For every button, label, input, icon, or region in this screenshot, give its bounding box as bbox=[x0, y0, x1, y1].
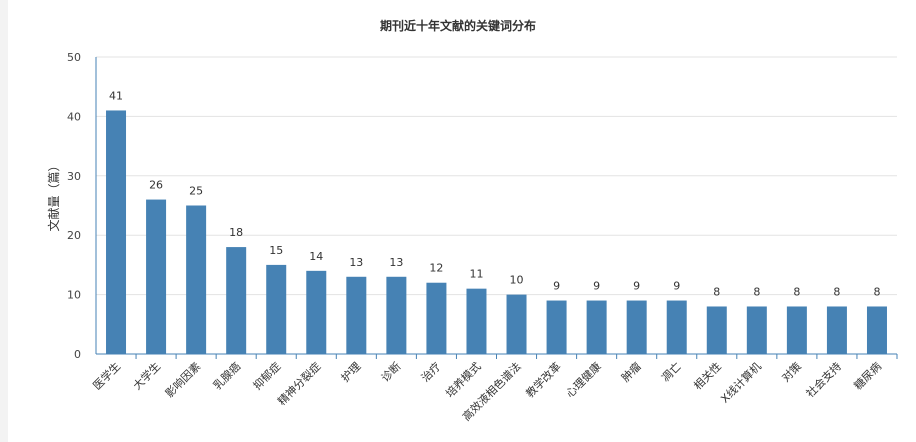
bar bbox=[466, 288, 487, 354]
bar bbox=[506, 294, 527, 354]
data-label: 13 bbox=[349, 256, 363, 269]
bar bbox=[106, 110, 127, 355]
data-label: 10 bbox=[510, 274, 524, 287]
bar bbox=[706, 306, 727, 354]
bar bbox=[346, 276, 367, 354]
x-tick-label: 大学生 bbox=[130, 359, 163, 392]
bar bbox=[586, 300, 607, 354]
data-label: 8 bbox=[833, 285, 840, 298]
y-tick-label: 10 bbox=[67, 289, 81, 302]
data-labels: 41 26 25 18 15 14 13 13 12 11 10 9 9 9 9 8 8 8 8 8 bbox=[109, 89, 880, 298]
y-tick-label: 30 bbox=[67, 170, 81, 183]
data-label: 25 bbox=[189, 185, 203, 198]
bar bbox=[546, 300, 567, 354]
data-label: 8 bbox=[753, 285, 760, 298]
x-tick-label: 相关性 bbox=[691, 359, 724, 392]
x-tick-label: 心理健康 bbox=[563, 359, 604, 400]
y-tick-label: 20 bbox=[67, 229, 81, 242]
data-label: 15 bbox=[269, 244, 283, 257]
x-tick-label: 精神分裂症 bbox=[275, 359, 324, 408]
data-label: 13 bbox=[389, 256, 403, 269]
y-tick-label: 50 bbox=[67, 51, 81, 64]
x-tick-label: 对策 bbox=[779, 359, 804, 384]
x-tick-label: 治疗 bbox=[418, 359, 443, 384]
x-tick-label: X线计算机 bbox=[718, 359, 764, 405]
bar bbox=[226, 247, 247, 354]
bar bbox=[426, 282, 447, 354]
data-label: 18 bbox=[229, 226, 243, 239]
x-tick-label: 医学生 bbox=[90, 359, 123, 392]
x-tick-label: 糖尿病 bbox=[851, 359, 884, 392]
bar bbox=[826, 306, 847, 354]
data-label: 9 bbox=[673, 280, 680, 293]
y-axis-ticks: 0 10 20 30 40 50 bbox=[67, 51, 81, 361]
bar bbox=[146, 199, 167, 354]
x-tick-label: 肿瘤 bbox=[618, 359, 643, 384]
data-label: 41 bbox=[109, 89, 123, 102]
data-label: 9 bbox=[593, 280, 600, 293]
x-tick-label: 护理 bbox=[338, 359, 363, 384]
bar bbox=[266, 264, 287, 354]
x-tick-label: 培养模式 bbox=[443, 359, 484, 400]
data-label: 11 bbox=[469, 268, 483, 281]
data-label: 9 bbox=[633, 280, 640, 293]
data-label: 8 bbox=[793, 285, 800, 298]
grid-lines bbox=[96, 56, 897, 296]
chart-title: 期刊近十年文献的关键词分布 bbox=[379, 19, 536, 33]
x-tick-label: 乳腺癌 bbox=[210, 359, 243, 392]
bar bbox=[666, 300, 687, 354]
y-tick-label: 40 bbox=[67, 110, 81, 123]
bar bbox=[186, 205, 207, 354]
x-tick-label: 影响因素 bbox=[163, 360, 203, 400]
x-tick-label: 诊断 bbox=[378, 359, 403, 384]
bar bbox=[386, 276, 407, 354]
bar bbox=[626, 300, 647, 354]
x-tick-label: 社会支持 bbox=[803, 359, 844, 400]
bar bbox=[866, 306, 887, 354]
bar bbox=[746, 306, 767, 354]
data-label: 8 bbox=[873, 285, 880, 298]
x-tick-label: 抑郁症 bbox=[250, 359, 283, 392]
bar bbox=[786, 306, 807, 354]
x-tick-label: 凋亡 bbox=[658, 359, 683, 384]
x-tick-label: 教学改革 bbox=[523, 359, 564, 400]
data-label: 26 bbox=[149, 179, 163, 192]
left-edge-strip bbox=[0, 0, 8, 442]
data-label: 12 bbox=[429, 262, 443, 275]
bar bbox=[306, 270, 327, 354]
y-tick-label: 0 bbox=[74, 348, 81, 361]
data-label: 8 bbox=[713, 285, 720, 298]
data-label: 9 bbox=[553, 280, 560, 293]
y-axis-label: 文献量（篇） bbox=[46, 159, 61, 231]
data-label: 14 bbox=[309, 250, 323, 263]
bars bbox=[106, 110, 887, 355]
